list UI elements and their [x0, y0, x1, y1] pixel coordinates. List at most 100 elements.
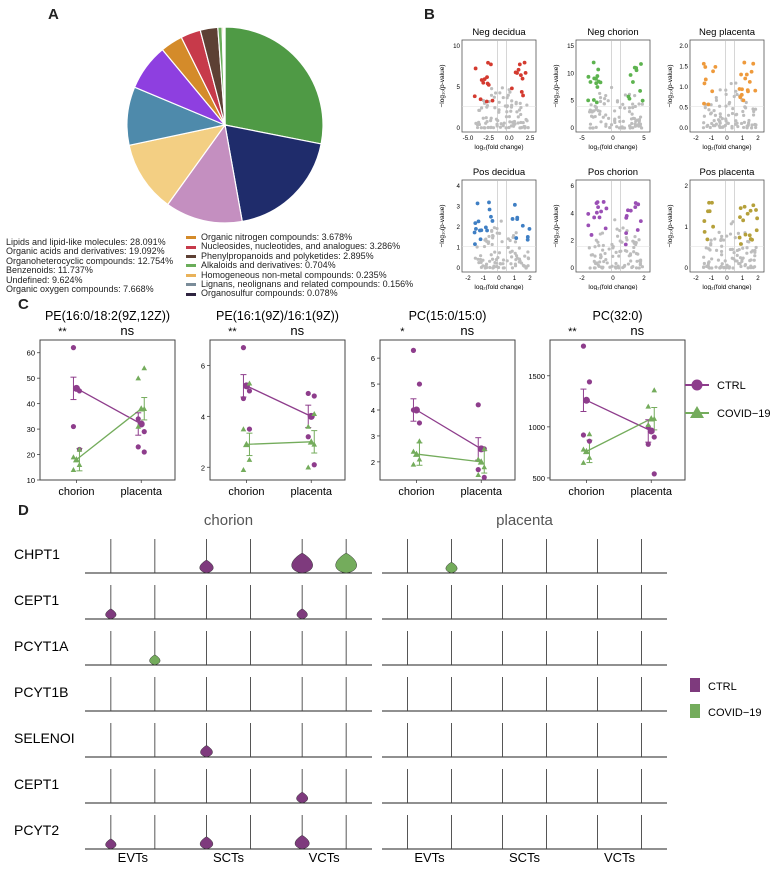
volcano-point-ns	[500, 240, 504, 244]
volcano-point-ns	[629, 259, 633, 263]
volcano-point-ns	[745, 251, 749, 255]
ctrl-point	[135, 444, 141, 450]
volcano-ytick: 10	[567, 70, 574, 77]
volcano-point-ns	[507, 125, 511, 130]
line-plot-frame	[209, 339, 346, 481]
volcano-ytick: 0	[571, 265, 575, 272]
volcano-point-sig	[509, 86, 514, 91]
volcano-point-ns	[734, 113, 738, 117]
volcano-point-ns	[742, 120, 747, 125]
volcano-xtick: 1	[741, 135, 745, 142]
ctrl-point	[651, 471, 657, 477]
volcano-xtick: -2	[693, 135, 699, 142]
volcano-point-sig	[485, 81, 490, 86]
volcano-point-ns	[750, 123, 754, 127]
volcano-point-sig	[594, 81, 599, 86]
volcano-point-ns	[588, 122, 593, 126]
volcano-point-ns	[628, 252, 633, 256]
volcano-xtick: 0	[611, 135, 615, 142]
volcano-ytick: 1	[457, 245, 461, 252]
volcano-ytick: 0.0	[679, 125, 688, 132]
volcano-point-ns	[749, 266, 753, 270]
volcano-ytick: 5	[571, 98, 575, 105]
ytick-label: 1000	[528, 423, 545, 432]
covid-point	[416, 456, 423, 462]
volcano-point-sig	[591, 60, 596, 65]
volcano-point-sig	[592, 215, 597, 220]
volcano-xtick: 2	[756, 135, 760, 142]
volcano-point-sig	[706, 102, 711, 107]
volcano-point-ns	[517, 108, 522, 112]
covid-point	[135, 375, 142, 381]
volcano-point-ns	[499, 262, 503, 266]
volcano-point-ns	[526, 250, 530, 254]
volcano-point-ns	[497, 108, 501, 112]
volcano-point-ns	[489, 93, 494, 97]
covid-point	[481, 446, 488, 452]
gene-label: CHPT1	[14, 546, 60, 562]
volcano-point-sig	[710, 89, 715, 94]
sig-label: ns	[460, 323, 474, 338]
volcano-point-sig	[479, 228, 484, 233]
volcano-point-ns	[709, 241, 713, 246]
volcano-point-ns	[604, 113, 608, 117]
covid-point	[410, 461, 417, 467]
line-plot-frame	[549, 339, 686, 481]
volcano-point-ns	[610, 242, 614, 247]
volcano-point-ns	[513, 240, 518, 244]
volcano-point-ns	[701, 265, 706, 269]
volcano-point-ns	[632, 241, 636, 245]
volcano-point-ns	[702, 114, 706, 118]
violin-shape	[296, 608, 308, 620]
volcano-point-ns	[745, 246, 749, 250]
violin-shape	[105, 608, 117, 620]
volcano-point-ns	[487, 234, 491, 239]
volcano-ytick: 0	[571, 125, 575, 132]
volcano-point-sig	[603, 226, 608, 231]
volcano-point-sig	[516, 67, 521, 72]
volcano-point-ns	[730, 124, 734, 129]
volcano-point-ns	[632, 250, 636, 254]
volcano-point-ns	[754, 123, 758, 127]
volcano-point-ns	[611, 246, 615, 250]
volcano-point-ns	[506, 245, 510, 250]
volcano-point-ns	[587, 246, 591, 250]
volcano-point-sig	[520, 76, 525, 81]
legend-left-item: Organoheterocyclic compounds: 12.754%	[6, 255, 174, 266]
volcano-point-ns	[477, 108, 482, 112]
volcano-point-ns	[517, 246, 522, 250]
ytick-label: 50	[27, 374, 35, 383]
sig-label: **	[228, 326, 237, 338]
volcano-point-ns	[740, 259, 744, 263]
volcano-point-ns	[637, 238, 641, 242]
volcano-point-ns	[614, 250, 618, 254]
volcano-point-ns	[730, 256, 734, 260]
volcano-point-ns	[495, 226, 499, 231]
volcano-point-ns	[592, 109, 596, 113]
volcano-point-sig	[742, 60, 747, 65]
volcano-point-ns	[731, 266, 735, 270]
volcano-point-ns	[519, 112, 523, 117]
volcano-point-sig	[754, 228, 759, 233]
volcano-point-ns	[510, 266, 515, 270]
volcano-point-ns	[492, 95, 496, 99]
sig-label: **	[58, 326, 67, 338]
volcano-ytick: 15	[567, 43, 574, 50]
covid-mean-line	[76, 408, 142, 461]
volcano-xtick: -2	[579, 275, 585, 282]
pie-slice-2	[166, 123, 243, 224]
volcano-point-ns	[506, 237, 510, 241]
covid-point	[141, 405, 148, 411]
volcano-point-ns	[713, 113, 718, 117]
volcano-point-ns	[484, 264, 488, 268]
sig-label: **	[568, 326, 577, 338]
volcano-point-ns	[714, 95, 718, 100]
volcano-point-ns	[731, 107, 735, 111]
volcano-point-ns	[518, 101, 522, 105]
volcano-point-ns	[724, 88, 728, 92]
volcano-point-ns	[485, 120, 489, 124]
line-plot-frame	[379, 339, 516, 481]
volcano-xlabel: log₂(fold change)	[702, 144, 751, 151]
volcano-point-sig	[634, 66, 639, 70]
ctrl-point	[410, 347, 417, 353]
